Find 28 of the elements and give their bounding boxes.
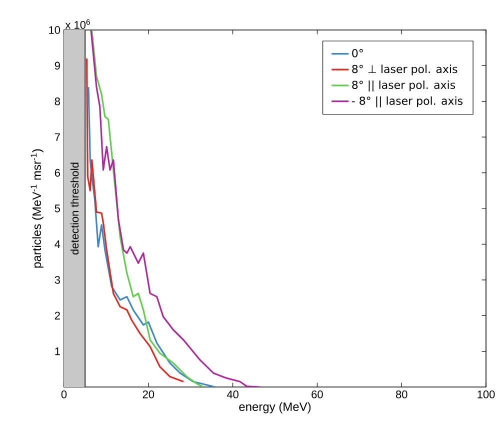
line-series [90, 30, 261, 387]
text: x 10$^{6}$ [65, 19, 90, 29]
y-tick-label: 9 [54, 62, 60, 70]
legend-label: 0° [352, 48, 363, 58]
legend-label: - 8° || laser pol. axis [352, 96, 463, 108]
x-tick-label: 40 [226, 390, 238, 398]
y-tick-label: 10 [49, 26, 60, 34]
x-tick-label: 80 [396, 390, 408, 398]
y-tick-label: 1 [55, 348, 60, 356]
y-tick-label: 7 [54, 133, 60, 141]
y-tick-label: 2 [54, 312, 60, 320]
legend-label: 8° ⊥ laser pol. axis [352, 64, 458, 76]
y-tick-label: 4 [54, 240, 60, 248]
x-axis-title: energy (MeV) [239, 402, 311, 414]
line-series [88, 86, 216, 387]
line-series [86, 58, 184, 382]
y-axis-title: particles (MeV$^{-1}$ msr$^{-1}$) [30, 149, 44, 268]
band-label: detection threshold [70, 162, 79, 255]
legend-label: 8° || laser pol. axis [352, 80, 456, 92]
line-series [91, 30, 204, 387]
y-tick-label: 5 [54, 204, 60, 212]
y-tick-label: 3 [54, 276, 60, 284]
y-tick-label: 6 [54, 168, 60, 177]
x-tick-label: 60 [312, 390, 323, 398]
y-tick-label: 8 [54, 97, 60, 106]
x-tick-label: 0 [61, 390, 67, 398]
x-tick-label: 20 [142, 390, 154, 398]
x-tick-label: 100 [478, 390, 495, 398]
